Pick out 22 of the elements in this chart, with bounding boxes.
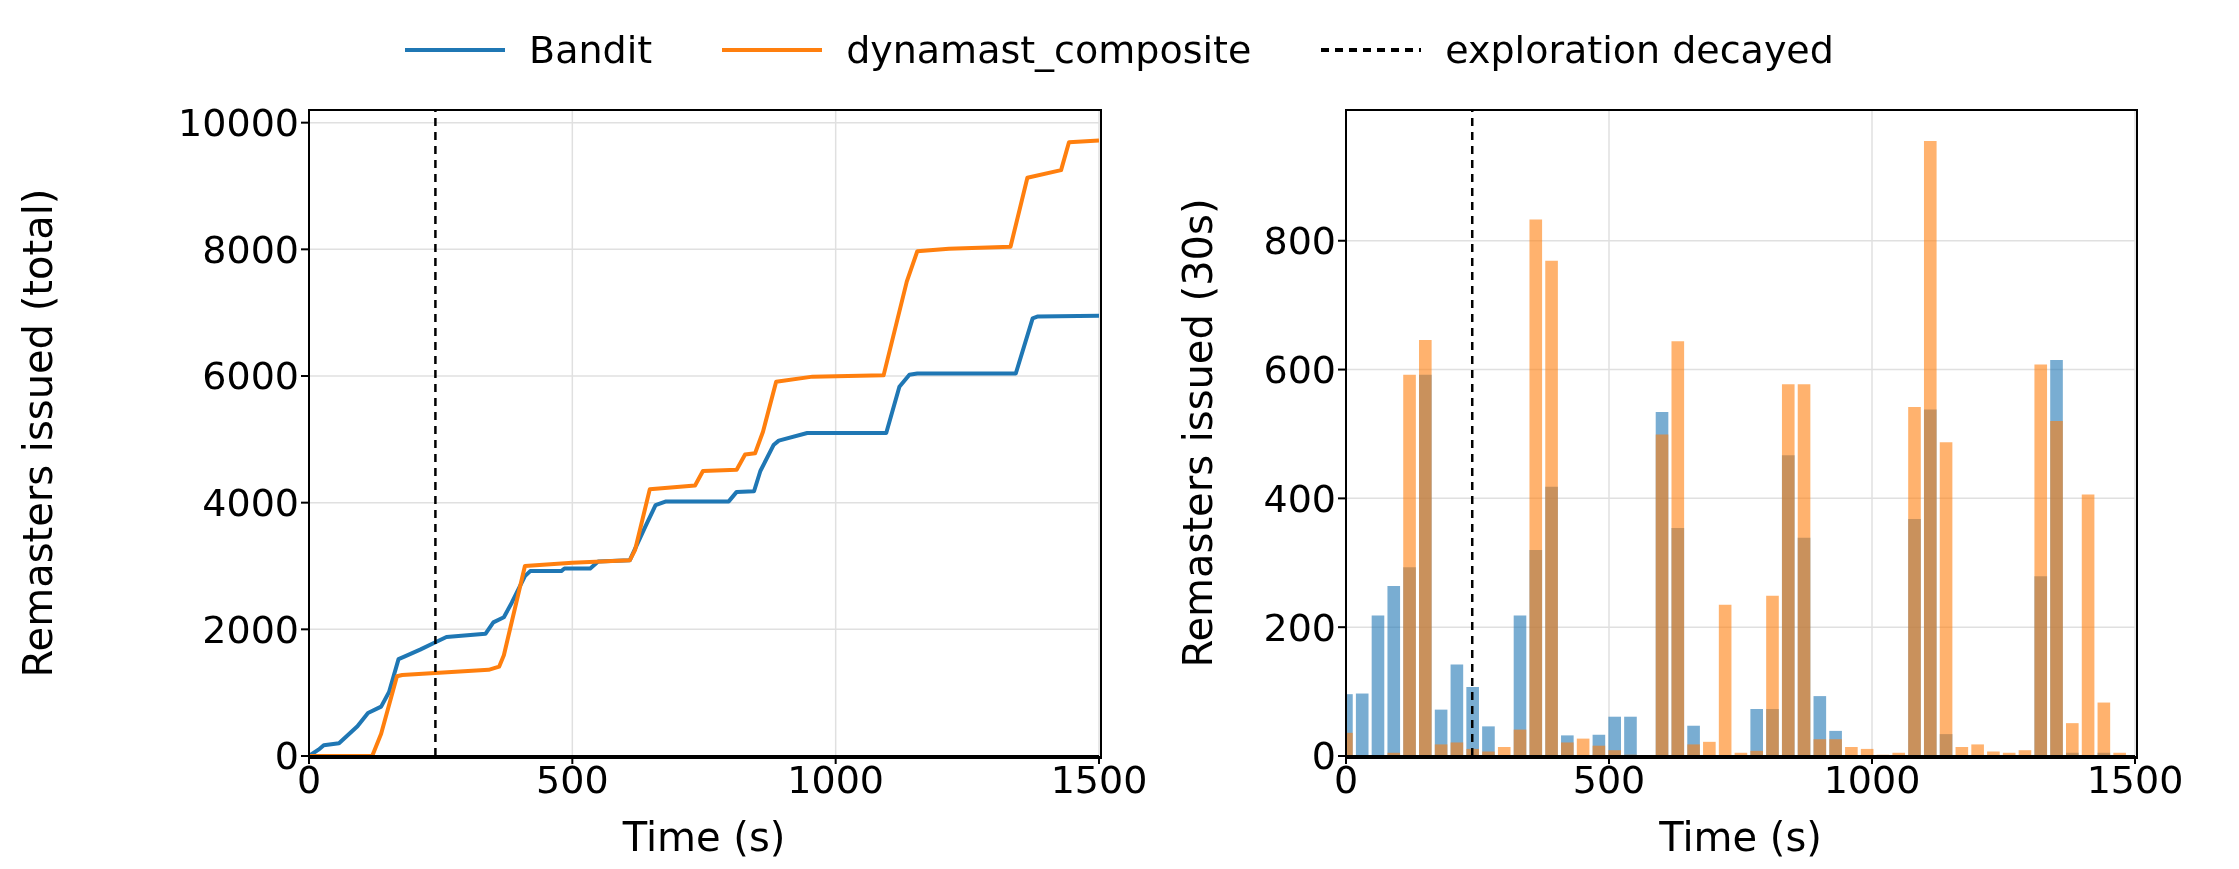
legend-label: dynamast_composite [846,28,1252,72]
y-tick-label: 10000 [178,101,299,146]
x-tick-label: 500 [536,757,609,802]
legend-label: exploration decayed [1445,28,1834,72]
x-axis-title: Time (s) [621,814,786,860]
x-axis-title: Time (s) [1658,814,1822,860]
y-tick-label: 4000 [202,481,299,526]
y-tick-label: 600 [1263,348,1336,393]
x-tick-label: 500 [1572,757,1646,802]
y-tick-label: 200 [1263,605,1336,650]
y-tick-label: 800 [1263,219,1336,264]
y-axis-title: Remasters issued (30s) [1175,198,1222,668]
y-tick-label: 8000 [202,227,299,272]
y-tick-label: 400 [1263,476,1336,521]
x-tick-label: 1500 [2086,757,2184,802]
legend-label: Bandit [529,28,653,72]
x-tick-label: 1500 [1050,757,1148,802]
y-tick-label: 2000 [202,607,299,652]
y-tick-label: 6000 [202,354,299,399]
x-tick-label: 1000 [1823,757,1921,802]
y-axis-title: Remasters issued (total) [15,188,62,678]
x-tick-label: 1000 [787,757,885,802]
